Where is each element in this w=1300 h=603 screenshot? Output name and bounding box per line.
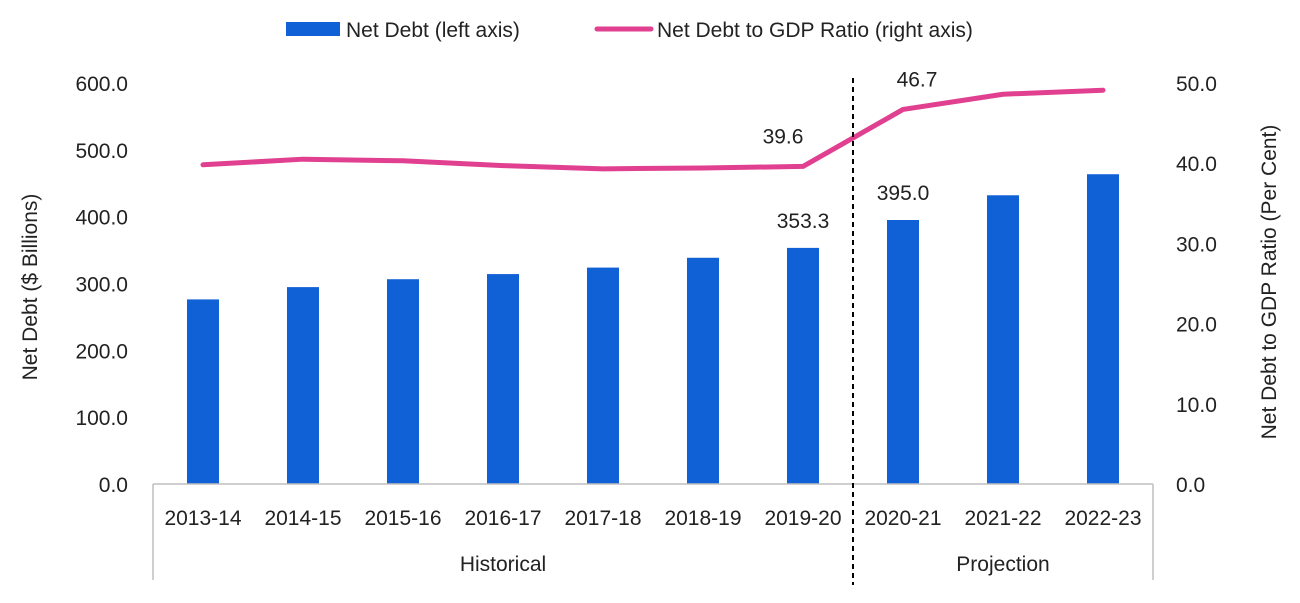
y-tick-label: 300.0 xyxy=(75,274,128,297)
y-tick-label: 400.0 xyxy=(75,207,128,230)
y2-tick-label: 30.0 xyxy=(1176,233,1217,256)
y2-tick-label: 10.0 xyxy=(1176,394,1217,417)
x-tick-label: 2022-23 xyxy=(1064,507,1141,530)
y-tick-label: 500.0 xyxy=(75,140,128,163)
legend-bar-label: Net Debt (left axis) xyxy=(346,19,520,42)
line-series xyxy=(200,87,1106,172)
x-tick-label: 2016-17 xyxy=(464,507,541,530)
x-tick-label: 2018-19 xyxy=(664,507,741,530)
x-tick-label: 2014-15 xyxy=(264,507,341,530)
y-axis-title: Net Debt ($ Billions) xyxy=(19,194,42,381)
bar-2017-18 xyxy=(587,267,619,484)
bar-2021-22 xyxy=(987,195,1019,484)
y2-tick-label: 50.0 xyxy=(1176,73,1217,96)
x-tick-label: 2021-22 xyxy=(964,507,1041,530)
y2-axis-title: Net Debt to GDP Ratio (Per Cent) xyxy=(1258,125,1281,440)
y-tick-label: 0.0 xyxy=(99,474,128,497)
x-tick-label: 2015-16 xyxy=(364,507,441,530)
y-tick-label: 200.0 xyxy=(75,340,128,363)
legend-line-label: Net Debt to GDP Ratio (right axis) xyxy=(657,19,973,42)
x-tick-label: 2017-18 xyxy=(564,507,641,530)
bar-series xyxy=(187,174,1119,485)
legend: Net Debt (left axis) Net Debt to GDP Rat… xyxy=(286,19,973,42)
data-labels: 353.3 395.0 39.6 46.7 xyxy=(763,68,938,232)
bar-data-label: 353.3 xyxy=(777,210,830,233)
y-axis-ticks: 0.0 100.0 200.0 300.0 400.0 500.0 600.0 xyxy=(75,73,128,497)
bar-2015-16 xyxy=(387,279,419,484)
line-data-label: 39.6 xyxy=(763,125,804,148)
ratio-line xyxy=(200,87,1106,172)
x-tick-label: 2013-14 xyxy=(164,507,241,530)
y2-tick-label: 40.0 xyxy=(1176,153,1217,176)
bar-2022-23 xyxy=(1087,174,1119,485)
bar-2014-15 xyxy=(287,287,319,484)
line-data-label: 46.7 xyxy=(897,68,938,91)
bar-2013-14 xyxy=(187,299,219,484)
y-tick-label: 600.0 xyxy=(75,73,128,96)
bar-2016-17 xyxy=(487,274,519,484)
group-label-projection: Projection xyxy=(956,553,1049,576)
y2-tick-label: 0.0 xyxy=(1176,474,1205,497)
legend-bar-swatch xyxy=(286,22,340,36)
bar-data-label: 395.0 xyxy=(877,182,930,205)
group-label-historical: Historical xyxy=(460,553,546,576)
y2-axis-ticks: 0.0 10.0 20.0 30.0 40.0 50.0 xyxy=(1176,73,1217,497)
y2-tick-label: 20.0 xyxy=(1176,314,1217,337)
bar-2018-19 xyxy=(687,257,719,484)
y-tick-label: 100.0 xyxy=(75,407,128,430)
bar-2019-20 xyxy=(787,247,819,484)
x-tick-label: 2019-20 xyxy=(764,507,841,530)
x-tick-label: 2020-21 xyxy=(864,507,941,530)
category-axis: 2013-14 2014-15 2015-16 2016-17 2017-18 2018-… xyxy=(152,78,1154,585)
bar-2020-21 xyxy=(887,220,919,484)
